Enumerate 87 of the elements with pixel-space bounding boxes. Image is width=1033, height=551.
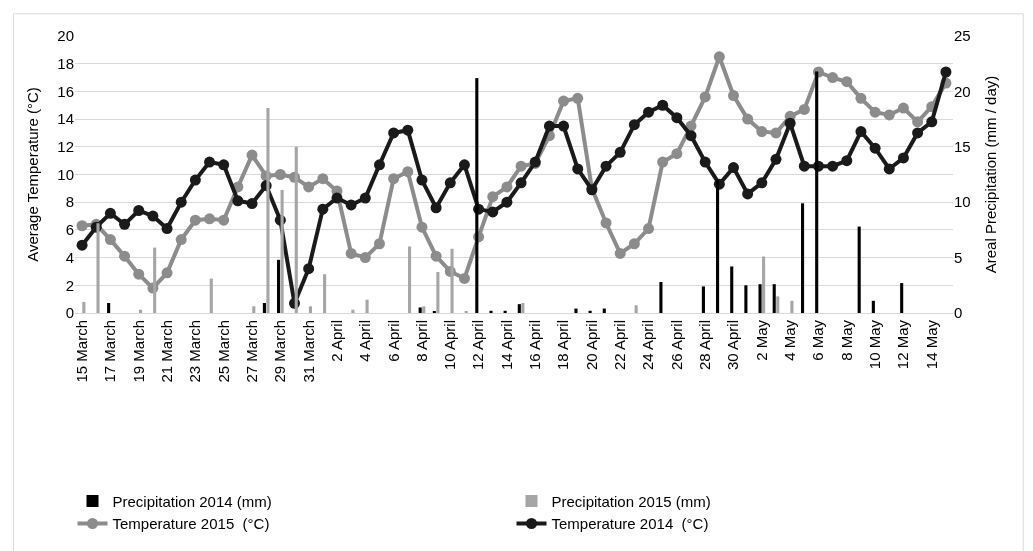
x-tick-label: 31 March (299, 320, 317, 383)
x-tick-label: 20 April (582, 320, 600, 371)
x-tick-label: 2 April (327, 320, 345, 362)
bar (574, 308, 578, 313)
bar (209, 278, 213, 313)
x-tick-label: 29 March (271, 320, 289, 383)
y-tick-label: 8 (65, 193, 74, 211)
bar (323, 274, 327, 313)
bar (517, 304, 521, 313)
y-tick-label: 0 (65, 304, 74, 322)
bar (521, 303, 525, 313)
legend-label: Temperature 2014 (°C) (551, 515, 709, 533)
x-tick-label: 27 March (242, 320, 260, 383)
x-tick-label: 4 April (356, 320, 374, 362)
bar (365, 299, 369, 313)
bar (107, 303, 111, 313)
bar (408, 246, 412, 313)
x-tick-label: 23 March (186, 320, 204, 383)
bar (351, 309, 355, 313)
bar (489, 310, 493, 313)
bar (744, 285, 748, 313)
y2-tick-label: 5 (954, 248, 963, 266)
y-tick-label: 4 (65, 248, 74, 266)
y2-tick-label: 0 (954, 304, 963, 322)
x-tick-label: 15 March (72, 320, 90, 383)
y-tick-label: 20 (57, 27, 74, 45)
bar (252, 306, 256, 313)
x-tick-label: 8 May (837, 319, 855, 361)
y2-tick-label: 10 (954, 193, 971, 211)
y2-tick-label: 25 (954, 27, 971, 45)
x-tick-label: 14 May (922, 319, 940, 370)
x-tick-label: 22 April (611, 320, 629, 371)
x-tick-label: 18 April (554, 320, 572, 371)
bar (871, 300, 875, 313)
x-tick-label: 21 March (157, 320, 175, 383)
x-tick-label: 6 May (809, 319, 827, 361)
x-tick-label: 30 April (724, 320, 742, 371)
bar (758, 284, 762, 313)
legend-label: Temperature 2015 (°C) (112, 515, 270, 533)
bar (634, 305, 638, 313)
x-tick-label: 25 March (214, 320, 232, 383)
x-tick-label: 12 April (469, 320, 487, 371)
x-tick-label: 6 April (384, 320, 402, 362)
bar (772, 284, 776, 313)
x-tick-label: 10 May (865, 319, 883, 370)
y2-axis-title: Areal Precipitation (mm / day) (981, 75, 999, 274)
bar (422, 306, 426, 313)
x-tick-label: 2 May (752, 319, 770, 361)
bar (262, 303, 266, 313)
legend-label: Precipitation 2014 (mm) (112, 492, 272, 510)
y-axis-title: Average Temperature (°C) (23, 87, 41, 262)
bar (762, 256, 766, 313)
y-tick-label: 6 (65, 221, 74, 239)
y-tick-label: 18 (57, 54, 74, 72)
x-tick-label: 10 April (441, 320, 459, 371)
x-tick-label: 26 April (667, 320, 685, 371)
bar (790, 300, 794, 313)
x-tick-label: 8 April (412, 320, 430, 362)
x-tick-label: 17 March (101, 320, 119, 383)
bar (82, 301, 86, 313)
y2-tick-label: 20 (954, 82, 971, 100)
x-tick-label: 12 May (894, 319, 912, 370)
bar (138, 309, 143, 313)
x-tick-label: 19 March (129, 320, 147, 383)
y-tick-label: 2 (65, 276, 74, 294)
bar (701, 286, 705, 313)
x-tick-label: 24 April (639, 320, 657, 371)
x-tick-label: 4 May (781, 319, 799, 361)
bar (900, 283, 904, 313)
bar (730, 266, 734, 313)
bar (436, 272, 440, 313)
y-tick-label: 14 (57, 110, 74, 128)
bar (776, 296, 780, 313)
x-tick-label: 16 April (526, 320, 544, 371)
bar (659, 281, 663, 313)
x-tick-label: 28 April (696, 320, 714, 371)
bar (308, 306, 312, 313)
bar (277, 259, 281, 313)
x-tick-label: 14 April (497, 320, 515, 371)
y-tick-label: 12 (57, 138, 74, 156)
y2-tick-label: 15 (954, 138, 971, 156)
bar (800, 203, 805, 313)
y-tick-label: 10 (57, 165, 74, 183)
bar (418, 307, 422, 313)
bar (857, 226, 861, 313)
legend-label: Precipitation 2015 (mm) (551, 492, 711, 510)
y-tick-label: 16 (57, 82, 74, 100)
